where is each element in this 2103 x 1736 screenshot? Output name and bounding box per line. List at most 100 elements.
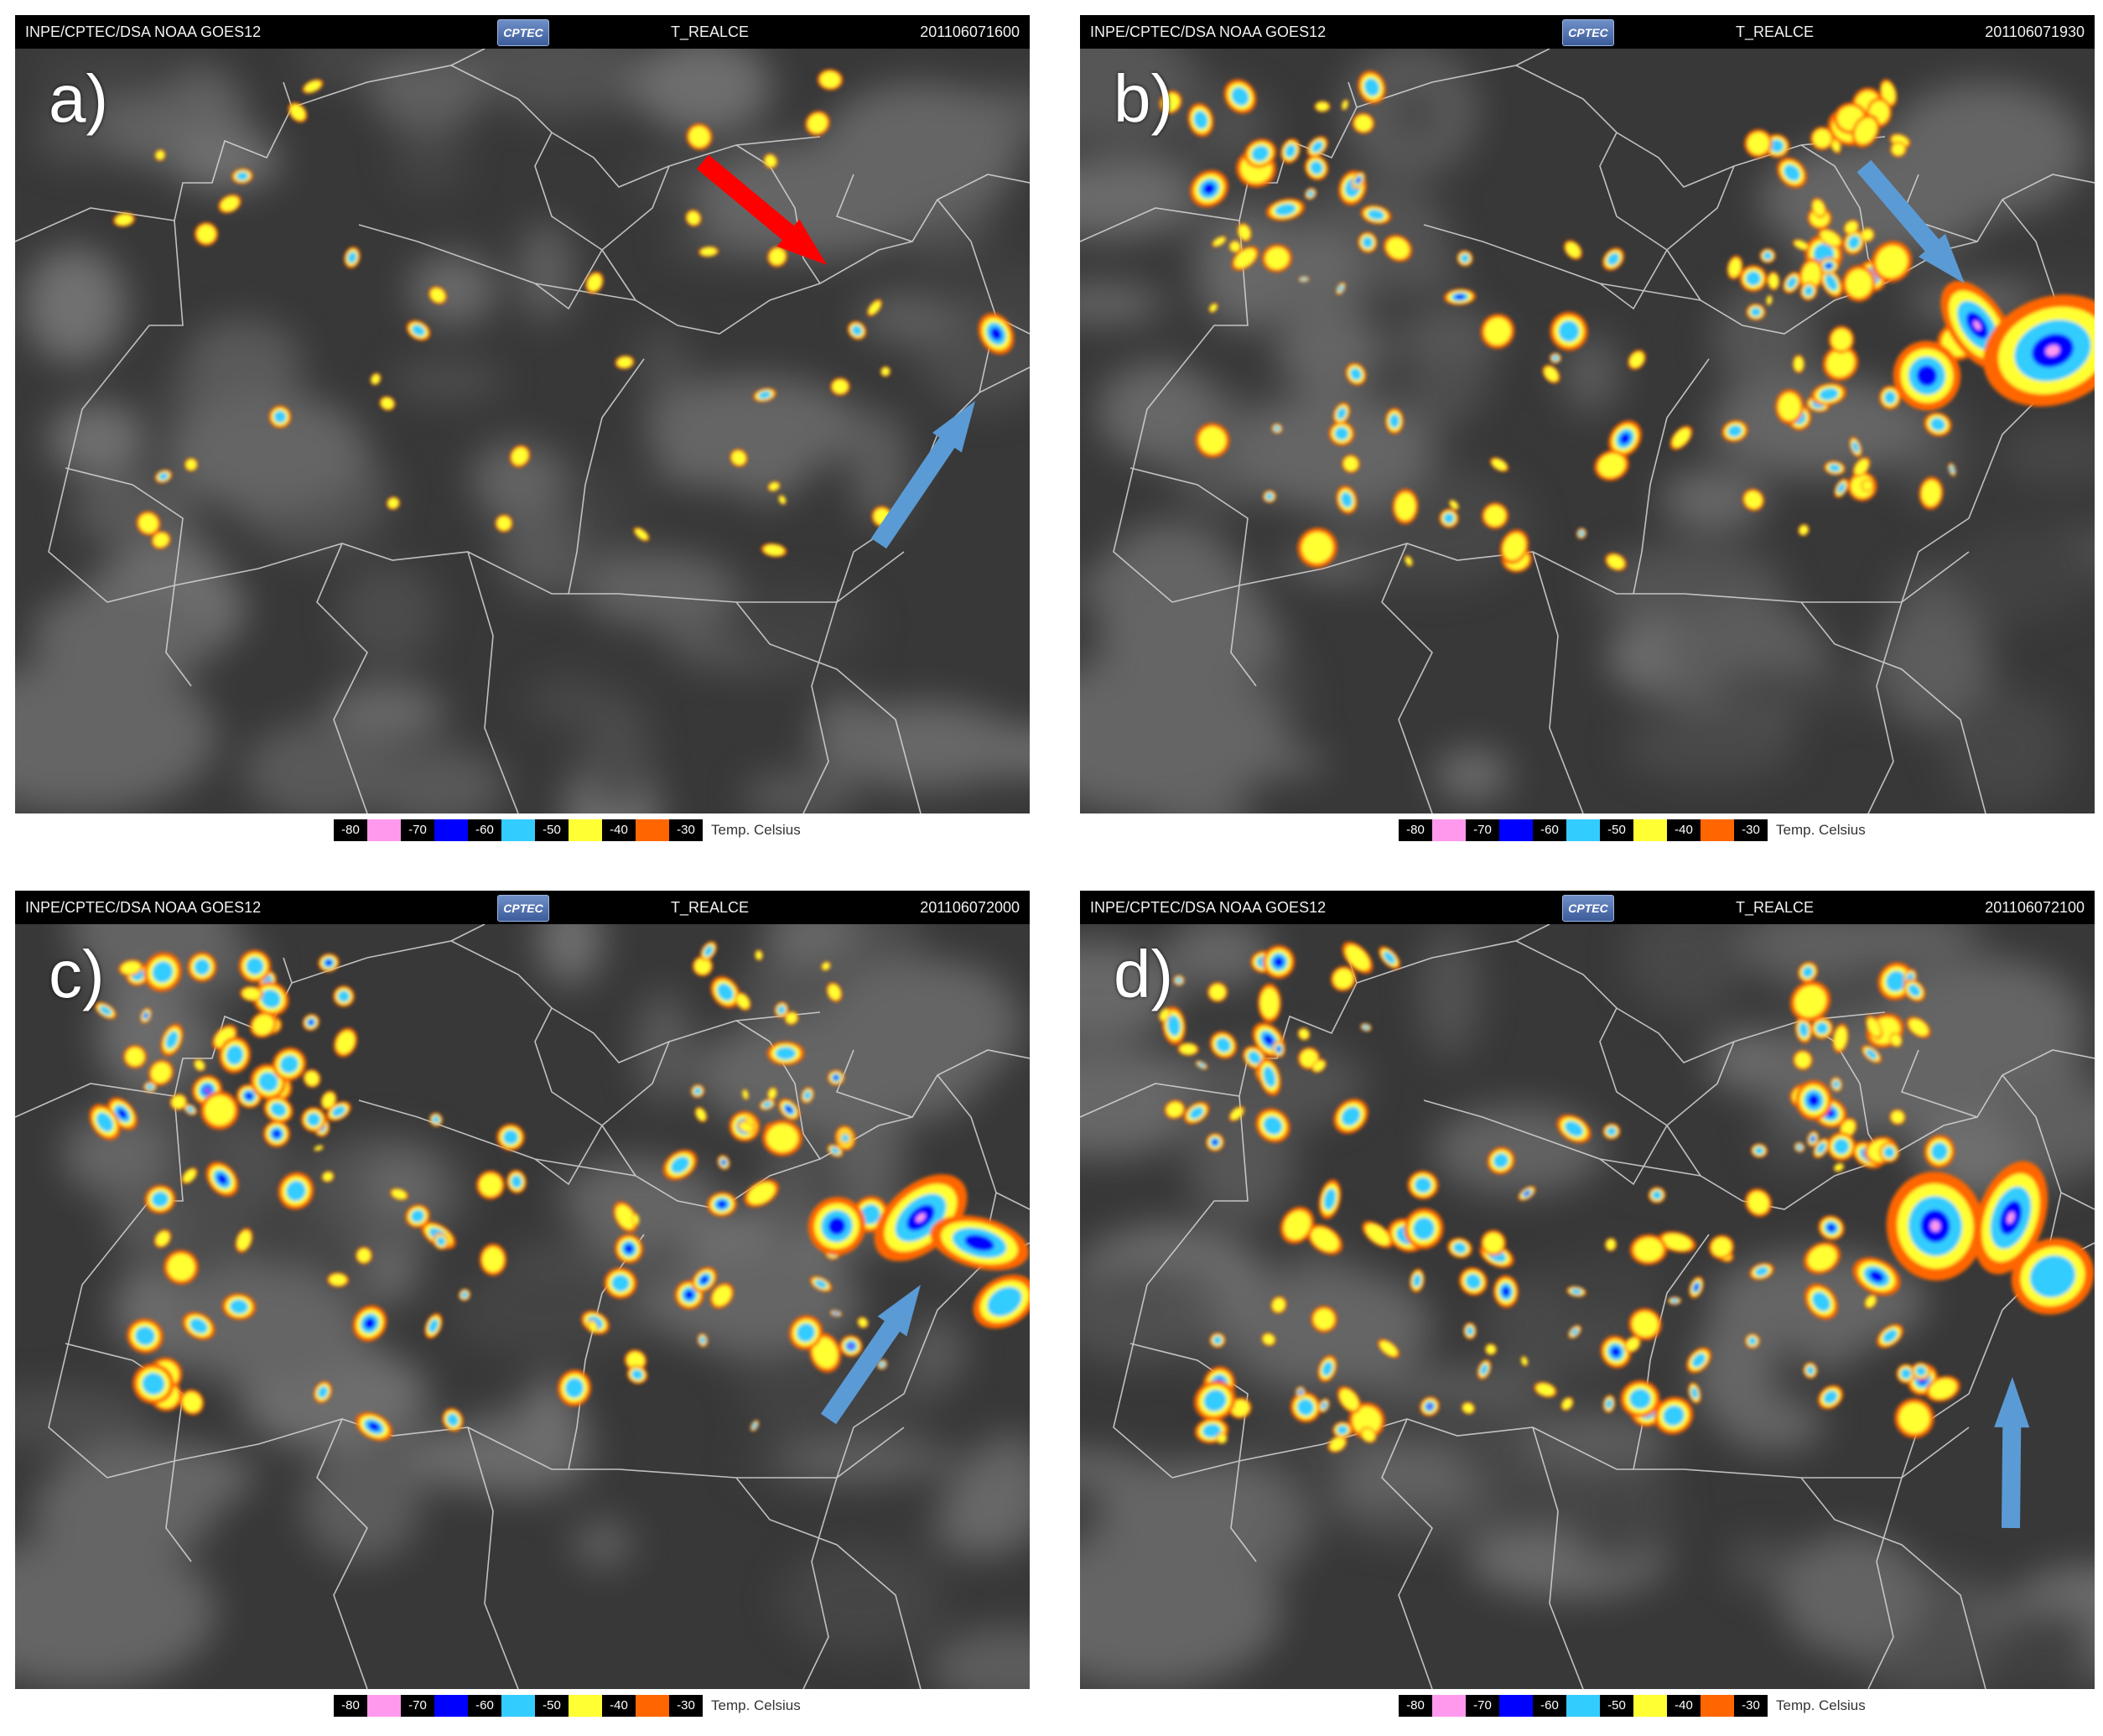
storm-cell [1767,271,1780,291]
storm-cell [1194,1380,1236,1421]
storm-cell [143,952,182,992]
storm-cell [184,457,198,472]
border-line [15,65,821,242]
border-line [316,1418,368,1689]
storm-cell [1265,198,1306,221]
cloud-cover [15,49,1030,813]
map-canvas [1080,49,2095,813]
storm-cell [1820,268,1843,298]
storm-cell [615,355,635,370]
storm-cell [263,1096,293,1123]
storm-cell [1746,304,1766,320]
storm-cell [759,1099,776,1110]
border-line [1113,220,1249,603]
storm-cell [1688,1382,1701,1404]
storm-cell [1948,462,1956,477]
storm-cell [973,1274,1030,1329]
storm-cell [479,1243,507,1276]
storm-cell [132,1363,174,1405]
panel-header: INPE/CPTEC/DSA NOAA GOES12 CPTEC T_REALC… [1080,891,2095,924]
border-line [450,49,486,66]
storm-cell [1602,247,1625,271]
storm-cell [1843,230,1865,255]
storm-cell [1297,528,1337,568]
legend-color-swatch [434,819,468,841]
border-line [1633,1234,1710,1470]
legend-color-swatch [1499,1695,1533,1717]
storm-cell [742,1089,749,1100]
temperature-legend: -80 -70 -60 -50 -40 -30 Temp. Celsius [334,1694,801,1718]
storm-cell [1223,79,1257,114]
legend-tick-label: -60 [1533,1695,1566,1717]
storm-cell [1793,1050,1813,1070]
storm-cell [557,1370,592,1406]
header-timestamp: 201106071930 [1985,23,2085,40]
storm-cell [691,1266,718,1293]
storm-cell [140,1007,152,1024]
storm-cell [1158,1007,1171,1022]
storm-cell [1842,265,1876,302]
storm-cell [766,246,788,268]
storm-cell [205,1162,239,1197]
storm-cell [1824,460,1846,476]
storm-cell [1745,1188,1772,1217]
storm-cell [1244,138,1277,169]
storm-cell [1212,236,1227,247]
legend-color-swatch [501,1695,535,1717]
storm-cell [1485,1344,1497,1355]
storm-cell [817,69,844,91]
legend-tick-label: -70 [1466,819,1499,841]
border-line [1515,924,1550,942]
storm-cell [1332,1422,1353,1438]
storm-cell [249,1011,278,1038]
legend-tick-label: -70 [401,1695,434,1717]
storm-cell [164,1250,199,1285]
panel-label: c) [49,937,105,1011]
storm-cell [767,1087,777,1100]
storm-cell [1911,1362,1931,1380]
storm-cell [1459,1267,1488,1296]
storm-cell [1789,980,1831,1022]
map-canvas [15,49,1030,813]
storm-cell [1520,1355,1529,1367]
storm-cell [1296,1386,1306,1398]
storm-cell [356,1246,372,1265]
storm-cell [1751,1143,1768,1158]
storm-cell [301,1107,326,1132]
storm-cell [154,469,173,484]
storm-cell [95,1001,117,1020]
header-product: T_REALCE [671,899,750,916]
storm-cell [1237,222,1252,242]
storm-cell [1358,231,1378,253]
storm-cell [1889,1032,1903,1047]
border-line [15,940,821,1118]
storm-cell [1272,1041,1285,1058]
storm-cell [1534,1381,1557,1398]
storm-cell [1605,553,1627,571]
storm-cell [1342,941,1373,975]
storm-cell [1336,486,1358,514]
header-product: T_REALCE [1736,899,1815,916]
storm-cell [626,1364,648,1385]
storm-cell [1924,412,1952,437]
storm-cell [1669,425,1693,450]
border-line [1867,1477,1903,1689]
satellite-panel-c: INPE/CPTEC/DSA NOAA GOES12 CPTEC T_REALC… [15,891,1030,1729]
legend-tick-label: -70 [1466,1695,1499,1717]
storm-cell [288,102,308,122]
border-line [1515,49,1550,66]
border-line [2060,1192,2095,1210]
storm-cell [89,1104,121,1141]
storm-cell [1362,1220,1394,1249]
storm-cell [1489,457,1509,472]
storm-cell [1311,1306,1337,1333]
storm-cell [1576,528,1586,539]
storm-cell [1195,1060,1208,1070]
storm-cell [880,366,891,377]
storm-cell [1463,1323,1477,1339]
storm-cell [1893,340,1961,411]
storm-cell [763,153,778,169]
storm-cell [755,949,763,961]
storm-cell [1620,1380,1660,1418]
storm-cell [181,1167,198,1184]
